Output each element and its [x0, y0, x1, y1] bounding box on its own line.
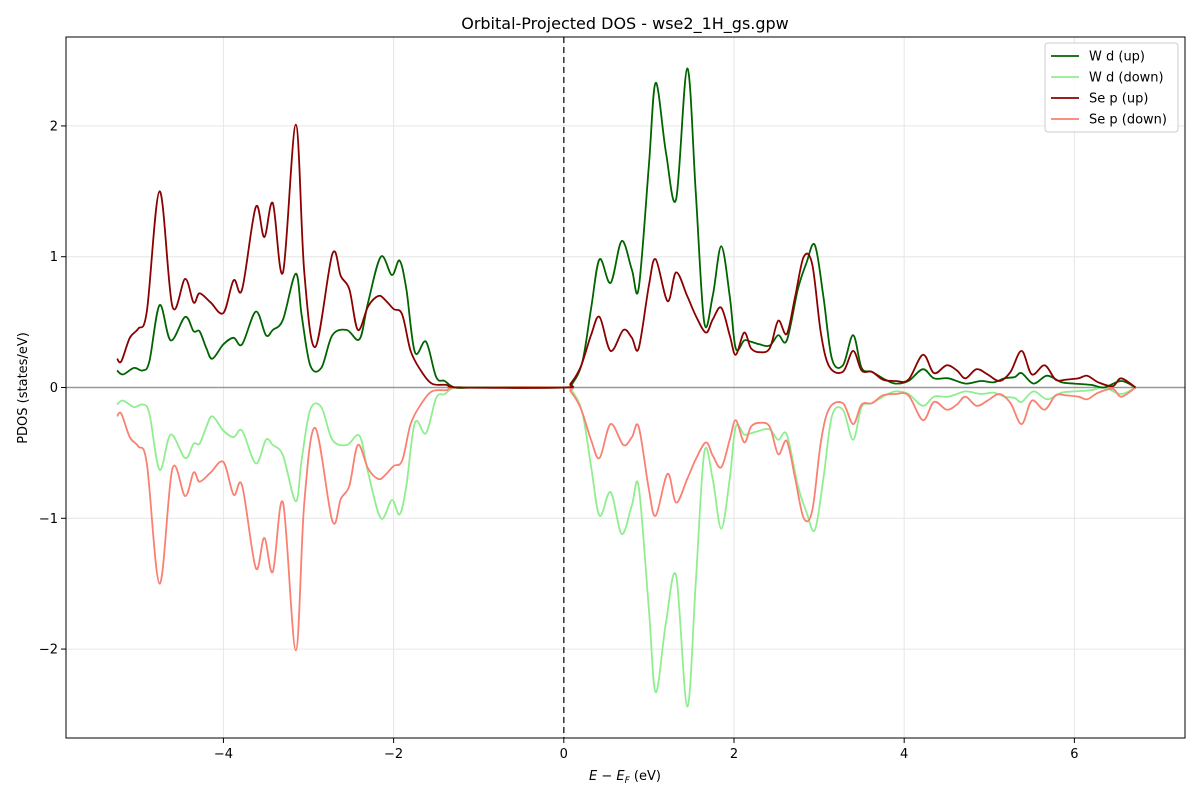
x-tick-label: −4: [214, 747, 233, 762]
y-tick-label: −2: [39, 643, 58, 658]
legend: W d (up) W d (down) Se p (up) Se p (down): [1044, 42, 1179, 133]
x-tick-label: −2: [384, 747, 403, 762]
series-line-se-p-up: [116, 123, 1137, 389]
legend-label: W d (up): [1089, 50, 1145, 65]
y-tick-label: −1: [39, 512, 58, 527]
legend-label: Se p (down): [1089, 113, 1167, 128]
y-tick-label: 1: [50, 250, 58, 265]
y-axis-title: PDOS (states/eV): [16, 332, 31, 444]
chart-title: Orbital-Projected DOS - wse2_1H_gs.gpw: [461, 14, 789, 34]
series-line-se-p-down: [116, 386, 1137, 652]
series-line-w-d-down: [116, 386, 1137, 708]
y-axis-ticks: −2 −1 0 1 2: [39, 119, 66, 658]
y-tick-label: 0: [50, 381, 58, 396]
x-tick-label: 6: [1070, 747, 1078, 762]
y-tick-label: 2: [50, 119, 58, 134]
legend-box: [1044, 42, 1179, 133]
x-axis-title: E − EF (eV): [589, 769, 661, 786]
legend-label: W d (down): [1089, 71, 1164, 86]
series-lines: [116, 67, 1137, 708]
legend-label: Se p (up): [1089, 92, 1148, 107]
x-tick-label: 2: [730, 747, 738, 762]
x-tick-label: 0: [560, 747, 568, 762]
series-line-w-d-up: [116, 67, 1137, 389]
reference-lines: [66, 37, 1185, 738]
x-tick-label: 4: [900, 747, 908, 762]
x-axis-ticks: −4 −2 0 2 4 6: [214, 738, 1079, 762]
